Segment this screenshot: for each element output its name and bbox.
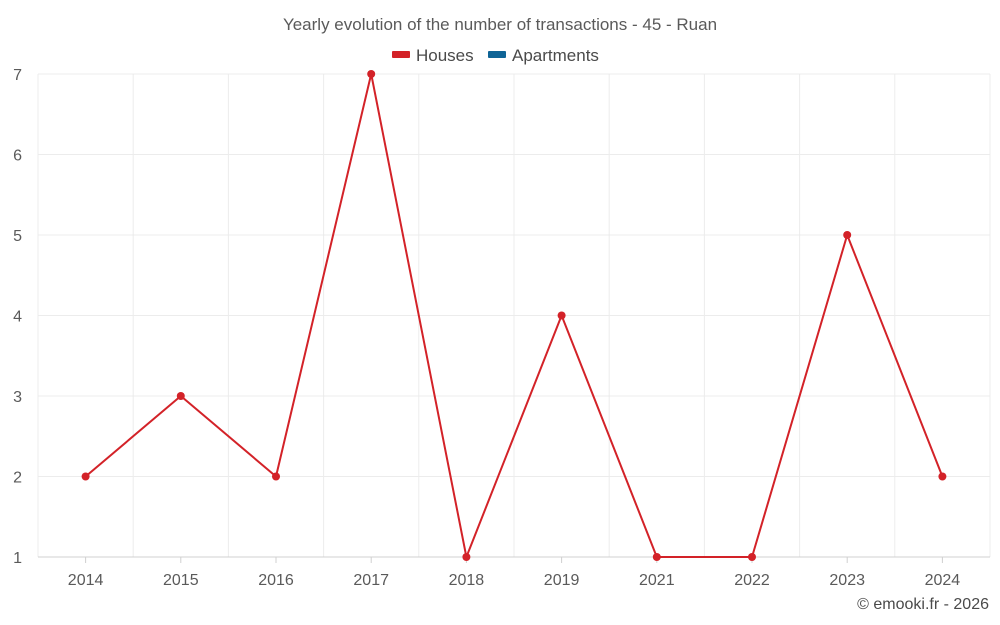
- data-point[interactable]: [843, 231, 852, 239]
- legend-label-apartments: Apartments: [512, 46, 599, 65]
- series-houses: [81, 70, 947, 561]
- credit-text: © emooki.fr - 2026: [857, 596, 989, 613]
- x-tick-label: 2024: [925, 572, 961, 589]
- gridlines: [37, 73, 991, 558]
- x-tick-label: 2019: [544, 572, 580, 589]
- x-tick-label: 2016: [258, 572, 294, 589]
- y-tick-label: 3: [13, 389, 22, 406]
- legend-label-houses: Houses: [416, 46, 474, 65]
- series-line-houses: [84, 73, 944, 558]
- y-tick-label: 4: [13, 309, 22, 326]
- data-point[interactable]: [748, 553, 756, 561]
- x-tick-label: 2021: [639, 572, 675, 589]
- chart-title: Yearly evolution of the number of transa…: [283, 15, 717, 34]
- y-tick-label: 1: [13, 550, 22, 567]
- data-point[interactable]: [462, 553, 471, 561]
- legend-item-houses[interactable]: Houses: [392, 46, 474, 65]
- x-tick-label: 2014: [68, 572, 104, 589]
- x-axis-ticks: 2014 2015 2016 2017 2018 2019 2021 2022 2023 2024: [68, 557, 960, 589]
- legend-item-apartments[interactable]: Apartments: [488, 46, 599, 65]
- data-point[interactable]: [176, 392, 185, 400]
- data-point[interactable]: [938, 472, 947, 481]
- legend: Houses Apartments: [392, 46, 599, 65]
- legend-swatch-apartments: [488, 51, 506, 58]
- legend-swatch-houses: [392, 51, 410, 58]
- x-tick-label: 2018: [449, 572, 485, 589]
- data-point[interactable]: [81, 472, 90, 481]
- x-tick-label: 2022: [734, 572, 770, 589]
- x-tick-label: 2017: [353, 572, 389, 589]
- x-tick-label: 2015: [163, 572, 199, 589]
- x-tick-label: 2023: [829, 572, 865, 589]
- data-point[interactable]: [652, 553, 661, 561]
- data-point[interactable]: [557, 311, 566, 320]
- y-tick-label: 2: [13, 470, 22, 487]
- data-point[interactable]: [367, 70, 376, 78]
- y-tick-label: 5: [13, 228, 22, 245]
- y-tick-label: 7: [13, 67, 22, 84]
- y-tick-label: 6: [13, 148, 22, 165]
- data-point[interactable]: [272, 472, 280, 481]
- y-axis-ticks: 1 2 3 4 5 6 7: [13, 67, 22, 567]
